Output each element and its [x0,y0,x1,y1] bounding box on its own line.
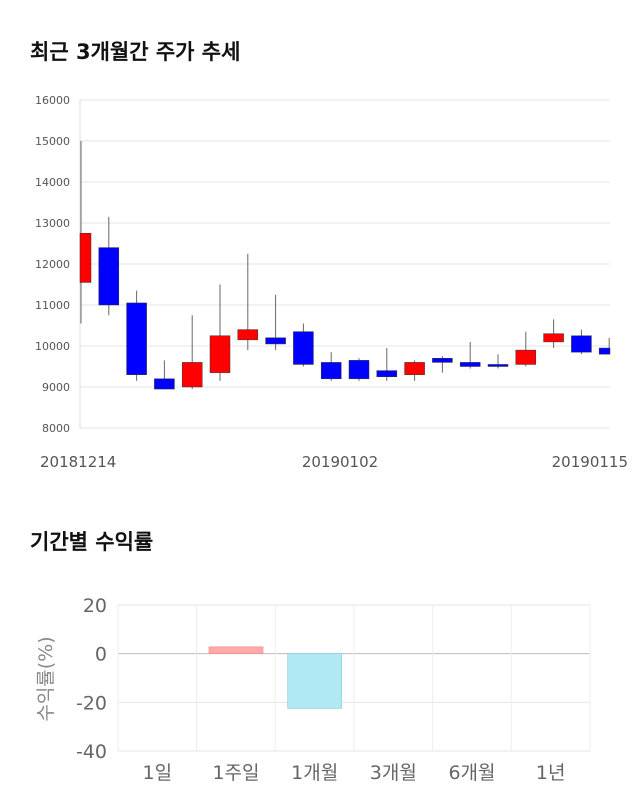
candle-body [348,360,370,380]
candle-body [459,362,481,367]
return-bar [287,653,342,709]
return-y-tick-label: -40 [76,741,107,763]
candle-y-tick-label: 13000 [35,217,70,230]
candle-body [126,302,147,375]
return-x-tick-label: 1일 [143,762,173,784]
candle-chart-title: 최근 3개월간 주가 추세 [30,40,241,64]
candle-body [209,335,231,373]
candle-y-tick-label: 11000 [35,299,70,312]
candle-body [571,335,592,353]
candle-x-tick-label: 20190115 [552,453,628,471]
return-x-tick-label: 1년 [536,762,566,784]
return-x-tick-label: 1개월 [291,762,338,784]
return-x-tick-label: 6개월 [448,762,495,784]
candle-body [543,333,564,343]
return-y-tick-label: 0 [95,644,107,666]
return-x-tick-label: 3개월 [370,762,417,784]
return-y-axis-label: 수익률(%) [35,636,57,721]
candle-x-tick-label: 20181214 [40,453,116,471]
candle-body [98,247,120,306]
candle-body [598,347,611,355]
candle-y-tick-label: 15000 [35,135,70,148]
return-chart-title: 기간별 수익률 [30,530,154,554]
candle-body [515,349,537,365]
candlestick-chart: 16000 15000 14000 13000 12000 11000 10000 9000 8… [35,94,628,471]
candle-body [237,329,259,341]
candle-y-tick-label: 10000 [35,340,70,353]
candle-body [154,378,175,390]
candle-body [376,370,398,378]
return-y-tick-label: -20 [76,692,107,714]
candle-x-tick-label: 20190102 [302,453,378,471]
candle-body [320,362,342,380]
candle-y-tick-label: 12000 [35,258,70,271]
candle-body [432,358,453,363]
candle-y-tick-label: 16000 [35,94,70,107]
candle-body [404,362,425,375]
candle-body [181,362,203,388]
candle-y-tick-label: 8000 [42,422,70,435]
candle-body [487,364,509,367]
return-x-tick-label: 1주일 [212,762,259,784]
candle-y-tick-label: 14000 [35,176,70,189]
candle-y-tick-label: 9000 [42,381,70,394]
return-bar [208,646,264,654]
return-y-tick-label: 20 [83,595,107,617]
candle-body [265,337,286,345]
candle-body [293,331,314,365]
candle-body [79,233,92,283]
